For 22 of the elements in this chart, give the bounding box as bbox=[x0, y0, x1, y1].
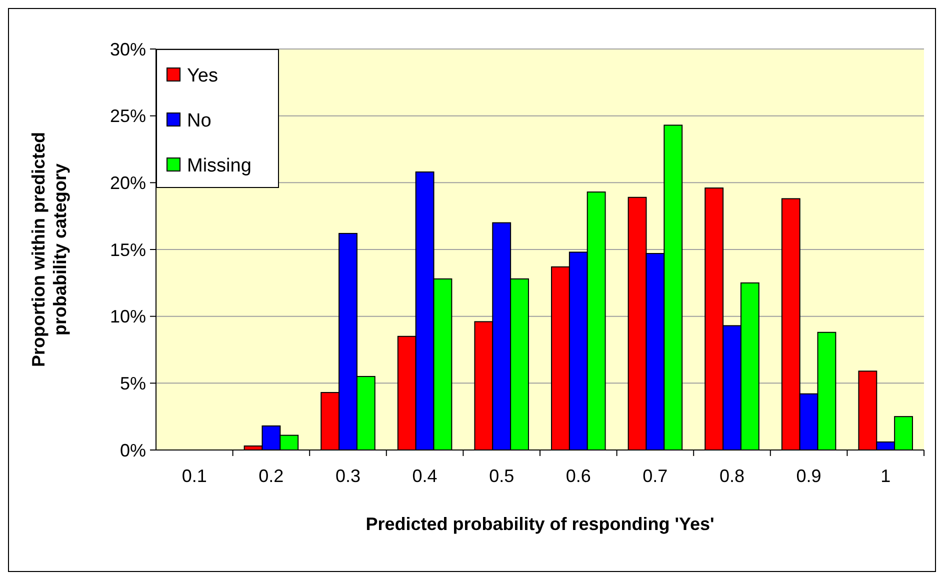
x-tick-label: 0.7 bbox=[642, 466, 668, 486]
legend-label: Missing bbox=[187, 156, 252, 177]
x-tick-label: 0.2 bbox=[258, 466, 284, 486]
legend-label: Yes bbox=[187, 66, 218, 87]
x-tick-label: 0.5 bbox=[489, 466, 514, 486]
x-tick-label: 0.1 bbox=[182, 466, 207, 486]
x-axis-title: Predicted probability of responding 'Yes' bbox=[366, 514, 714, 534]
x-tick-label: 0.9 bbox=[796, 466, 822, 486]
y-tick-label: 0% bbox=[120, 440, 146, 460]
y-tick-label: 5% bbox=[120, 373, 146, 394]
y-axis-title: Proportion within predicted probability category bbox=[28, 132, 70, 367]
y-tick-label: 15% bbox=[110, 240, 146, 260]
x-tick-label: 0.4 bbox=[412, 466, 438, 486]
y-tick-label: 10% bbox=[110, 306, 146, 327]
y-tick-label: 20% bbox=[110, 172, 146, 193]
x-tick-label: 0.3 bbox=[335, 466, 361, 486]
y-tick-label: 25% bbox=[110, 106, 146, 126]
x-tick-label: 1 bbox=[880, 466, 891, 486]
x-tick-label: 0.8 bbox=[719, 466, 745, 486]
legend-label: No bbox=[187, 110, 212, 132]
x-tick-label: 0.6 bbox=[566, 466, 591, 486]
y-tick-label: 30% bbox=[110, 39, 146, 60]
